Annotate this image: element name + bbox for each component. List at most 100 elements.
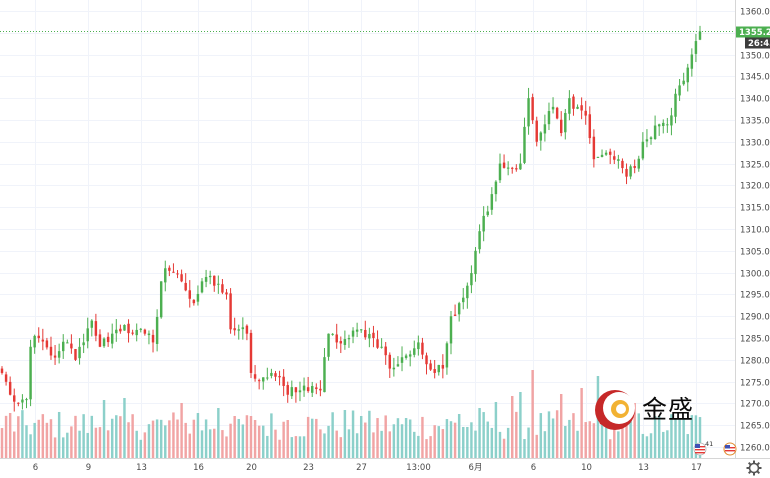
candle-body: [270, 372, 273, 376]
price-tick-label: 1325.00: [740, 161, 770, 171]
volume-bar: [449, 421, 453, 458]
candle-body: [123, 324, 126, 331]
candle-body: [392, 367, 396, 370]
price-tick-label: 1260.00: [740, 444, 770, 454]
candle-body: [347, 338, 351, 340]
candle-body: [29, 346, 32, 400]
candle-body: [498, 163, 502, 181]
candle-body: [102, 338, 106, 347]
volume-bar: [364, 422, 367, 458]
candle-body: [62, 341, 65, 352]
candle-body: [523, 126, 526, 163]
volume-bar: [78, 430, 81, 458]
volume-bar: [225, 436, 228, 458]
grid-lines: [0, 0, 735, 458]
candle-body: [188, 290, 191, 299]
price-tick-label: 1350.00: [740, 52, 770, 62]
candle-body: [139, 328, 143, 330]
volume-bar: [666, 430, 669, 458]
candle-body: [653, 125, 657, 140]
volume-bar: [519, 392, 522, 458]
candle-body: [180, 274, 183, 282]
volume-bar: [429, 436, 432, 458]
price-tick-label: 1320.00: [740, 182, 770, 192]
volume-bar: [4, 415, 8, 458]
volume-bar: [608, 439, 612, 458]
volume-bar: [462, 426, 465, 458]
candle-body: [94, 321, 98, 336]
candle-body: [506, 167, 510, 169]
candle-body: [470, 273, 473, 286]
volume-bar: [351, 410, 355, 458]
candle-body: [37, 335, 40, 339]
candle-body: [78, 346, 81, 359]
candle-body: [547, 111, 551, 125]
volume-bar: [470, 422, 473, 458]
volume-bar: [33, 422, 36, 458]
volume-bar: [543, 431, 547, 458]
candle-body: [221, 284, 224, 293]
volume-bar: [13, 431, 16, 458]
volume-bar: [319, 429, 322, 458]
time-tick-label: 6月: [469, 463, 483, 473]
volume-bar: [457, 414, 461, 458]
volume-bar: [649, 433, 653, 458]
volume-bar: [413, 431, 416, 458]
candle-body: [253, 374, 257, 379]
price-tick-label: 1340.00: [740, 95, 770, 105]
volume-bar: [294, 436, 298, 458]
time-tick-label: 16: [193, 463, 204, 473]
gear-icon[interactable]: [744, 458, 764, 478]
volume-bar: [515, 411, 518, 458]
candle-body: [629, 166, 632, 177]
candle-body: [127, 323, 130, 334]
candle-body: [262, 377, 265, 382]
candle-body: [331, 333, 334, 335]
volume-bar: [237, 418, 240, 458]
volume-bar: [539, 413, 543, 458]
volume-bar: [551, 418, 555, 458]
candle-body: [372, 332, 375, 339]
price-axis[interactable]: 1360.001355.001350.001345.001340.001335.…: [735, 0, 770, 458]
volume-bar: [221, 430, 224, 458]
candle-body: [302, 385, 306, 391]
brand-watermark: 金盛: [592, 386, 702, 434]
candle-body: [502, 162, 506, 168]
time-tick-label: 9: [86, 463, 91, 473]
volume-bar: [278, 439, 281, 458]
candle-body: [327, 333, 330, 357]
volume-bar: [98, 427, 102, 458]
volume-bar: [176, 419, 179, 458]
candle-body: [662, 122, 665, 127]
candle-body: [119, 328, 122, 332]
candle-body: [86, 328, 89, 342]
time-axis[interactable]: 6 9 13 16 20 23 27 13:00 6月 6 10 13 17: [0, 458, 770, 474]
candle-body: [400, 357, 404, 363]
candle-body: [408, 354, 412, 357]
candle-body: [249, 332, 253, 373]
time-tick-label: 10: [581, 463, 592, 473]
candle-body: [225, 292, 228, 295]
volume-bar: [535, 434, 538, 458]
us-flag-icon[interactable]: [693, 442, 707, 456]
volume-bar: [376, 418, 379, 458]
volume-bar: [617, 431, 620, 458]
candle-body: [376, 339, 379, 348]
price-tick-label: 1270.00: [740, 400, 770, 410]
economic-events[interactable]: 41: [692, 440, 742, 456]
candle-body: [596, 156, 600, 158]
volume-bar: [155, 419, 159, 458]
candle-body: [368, 333, 371, 339]
volume-bar: [106, 430, 110, 458]
candle-body: [551, 106, 555, 110]
candle-body: [690, 54, 694, 69]
volume-bar: [490, 427, 494, 458]
volume-bar: [306, 416, 310, 458]
candle-body: [625, 168, 628, 177]
volume-bar: [241, 424, 245, 458]
volume-bar: [547, 411, 551, 458]
volume-bar: [502, 438, 506, 458]
us-flag-icon[interactable]: [723, 442, 737, 456]
volume-bar: [29, 434, 32, 458]
volume-bar: [498, 431, 502, 458]
